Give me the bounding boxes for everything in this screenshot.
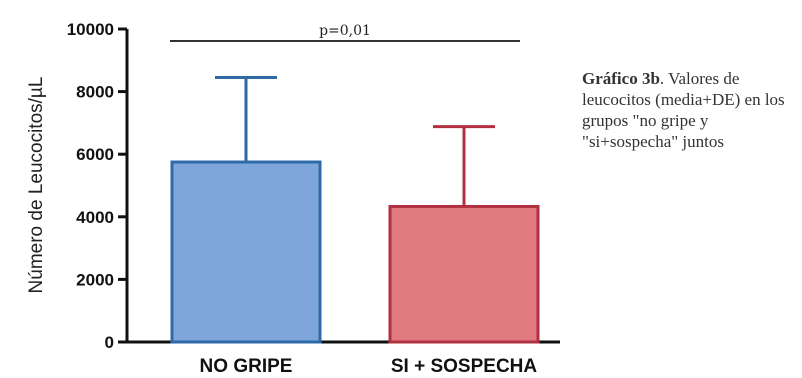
y-tick-label: 8000: [76, 83, 114, 102]
caption-title: Gráfico 3b: [582, 69, 660, 88]
y-tick-label: 2000: [76, 270, 114, 289]
y-axis: 0 2000 4000 6000 8000 10000: [67, 20, 127, 352]
y-tick-label: 6000: [76, 145, 114, 164]
significance-annotation: p=0,01: [170, 23, 520, 41]
p-value-label: p=0,01: [319, 23, 371, 39]
figure-caption: Gráfico 3b. Valores de leucocitos (media…: [582, 68, 800, 152]
x-category-label: SI + SOSPECHA: [391, 356, 538, 377]
y-axis-title: Número de Leucocitos/µL: [26, 77, 47, 294]
x-category-label: NO GRIPE: [200, 356, 293, 377]
y-tick-label: 0: [105, 333, 114, 352]
x-axis: NO GRIPE SI + SOSPECHA: [127, 342, 560, 377]
bars: [172, 78, 538, 342]
bar: [172, 162, 320, 342]
y-tick-label: 4000: [76, 208, 114, 227]
y-tick-label: 10000: [67, 20, 114, 39]
bar: [390, 206, 538, 342]
bar-chart: Número de Leucocitos/µL 0 2000 4000 6000 800…: [0, 0, 580, 378]
